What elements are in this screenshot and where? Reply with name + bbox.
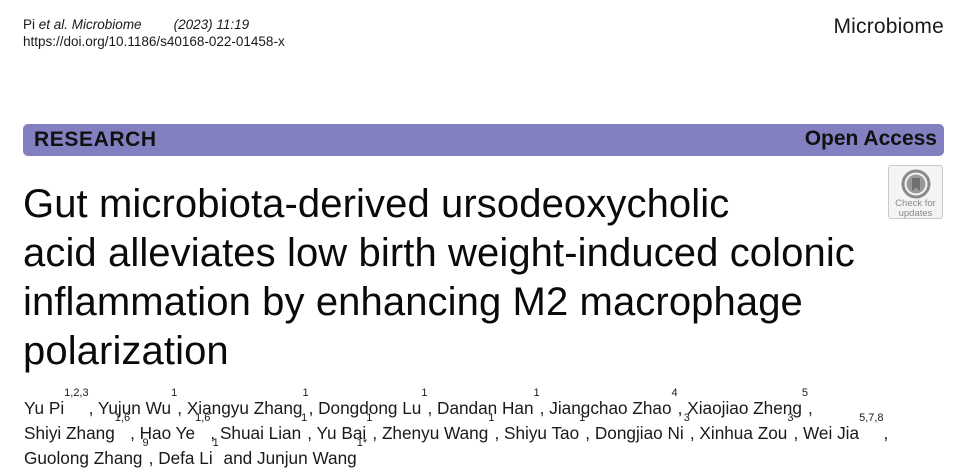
citation-author: Pi [23,17,36,32]
author-name[interactable]: Hao Ye [139,423,196,443]
author-name[interactable]: Shiyu Tao [504,423,580,443]
check-for-updates-line1: Check for [895,198,936,209]
author-line: Yu Pi1,2,3, Yujun Wu1, Xiangyu Zhang1, D… [24,388,954,421]
author-name[interactable]: Dongdong Lu [318,398,422,418]
title-line: acid alleviates low birth weight-induced… [23,231,855,275]
separator: , [677,398,688,418]
affiliation-marker: 1,2,3 [64,387,89,399]
journal-name: Microbiome [833,15,944,38]
article-type-banner: RESEARCH Open Access [23,124,944,156]
separator: , [307,423,317,443]
separator: , [585,423,595,443]
affiliation-marker: 3 [683,412,690,424]
separator: , [210,423,220,443]
affiliation-marker: 1 [366,412,373,424]
separator: , [808,398,813,418]
author-name[interactable]: Yujun Wu [97,398,172,418]
doi-link[interactable]: https://doi.org/10.1186/s40168-022-01458… [23,34,285,49]
affiliation-marker: 1 [212,437,219,449]
separator: , [308,398,319,418]
affiliation-marker: 1 [579,412,586,424]
author-name[interactable]: Guolong Zhang [24,448,143,468]
author-name[interactable]: Yu Pi [24,398,65,418]
author-name[interactable]: Dandan Han [437,398,534,418]
affiliation-marker: 4 [671,387,678,399]
affiliation-marker: 1 [301,412,308,424]
open-access-label: Open Access [804,127,937,150]
article-type-label: RESEARCH [34,128,157,151]
affiliation-marker: 1 [533,387,540,399]
separator: , [177,398,187,418]
author-name[interactable]: Zhenyu Wang [381,423,489,443]
author-name[interactable]: Xiangyu Zhang [186,398,303,418]
title-line: polarization [23,329,229,373]
separator: , [130,423,140,443]
author-name[interactable]: Shiyi Zhang [24,423,115,443]
affiliation-marker: 9 [142,437,149,449]
author-line: Shiyi Zhang1,6, Hao Ye1,6, Shuai Lian1, … [24,413,954,446]
author-name[interactable]: Jiangchao Zhao [549,398,672,418]
author-line: Guolong Zhang9, Defa Li1 and Junjun Wang… [24,438,954,471]
affiliation-marker: 5 [801,387,809,399]
affiliation-marker: 3 [787,412,794,424]
separator: , [689,423,700,443]
citation-year-volume: (2023) 11:19 [173,17,250,32]
bookmark-circle-icon [901,169,930,199]
author-name[interactable]: Xinhua Zou [699,423,788,443]
author-name[interactable]: Defa Li [158,448,213,468]
author-name[interactable]: Yu Bai [316,423,367,443]
affiliation-marker: 1 [488,412,495,424]
affiliation-marker: 5,7,8 [859,412,884,424]
affiliation-marker: 1* [356,437,368,449]
separator: , [494,423,504,443]
author-name[interactable]: Shuai Lian [219,423,302,443]
article-title: Gut microbiota-derived ursodeoxycholic a… [23,180,943,376]
separator: , [539,398,550,418]
separator: and [218,448,258,468]
author-name[interactable]: Wei Jia [803,423,860,443]
separator: , [148,448,159,468]
affiliation-marker: 1 [171,387,178,399]
author-name[interactable]: Dongjiao Ni [594,423,684,443]
author-name[interactable]: Junjun Wang [257,448,357,468]
separator: , [427,398,438,418]
author-name[interactable]: Xiaojiao Zheng [687,398,802,418]
separator: , [793,423,804,443]
citation-journal: et al. Microbiome [38,17,142,32]
citation-block: Pi et al. Microbiome (2023) 11:19 https:/… [23,16,285,50]
separator: , [883,423,889,443]
separator: , [372,423,382,443]
affiliation-marker: 1 [302,387,309,399]
affiliation-marker: 1,6 [114,412,131,424]
separator: , [88,398,98,418]
check-for-updates-line2: updates [898,208,933,219]
affiliation-marker: 1 [421,387,428,399]
citation-line: Pi et al. Microbiome (2023) 11:19 [23,16,285,33]
author-list: Yu Pi1,2,3, Yujun Wu1, Xiangyu Zhang1, D… [24,388,954,471]
title-line: Gut microbiota-derived ursodeoxycholic [23,182,730,226]
check-for-updates-button[interactable]: Check for updates [888,165,943,219]
affiliation-marker: 1,6 [195,412,211,424]
title-line: inflammation by enhancing M2 macrophage [23,280,803,324]
